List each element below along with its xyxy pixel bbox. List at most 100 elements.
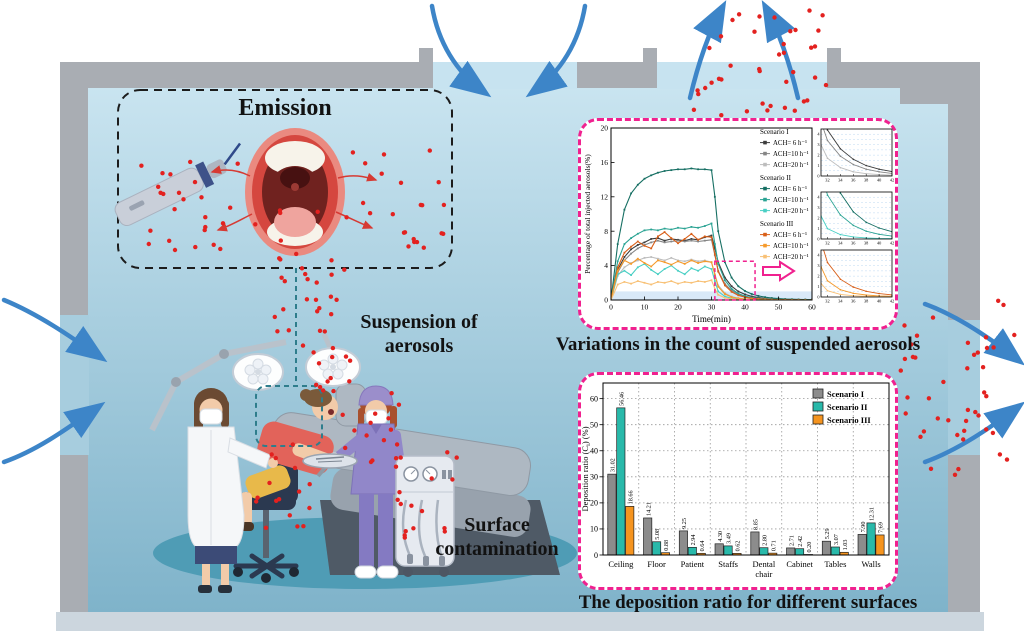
- svg-text:0.71: 0.71: [770, 540, 777, 551]
- line-chart-panel: 0 10 20 30 40 50 60 0 4 8 12 16 20 Time(min) Percentag…: [578, 118, 898, 330]
- svg-text:Scenario I: Scenario I: [760, 128, 789, 136]
- svg-text:8: 8: [604, 227, 608, 236]
- svg-text:12: 12: [601, 192, 609, 201]
- svg-text:3.49: 3.49: [726, 533, 733, 544]
- outlet-arrow-right-2: [922, 401, 1024, 465]
- svg-text:20: 20: [601, 124, 609, 133]
- svg-text:1: 1: [817, 284, 819, 289]
- svg-text:4: 4: [817, 132, 820, 137]
- svg-text:Cabinet: Cabinet: [786, 559, 813, 569]
- svg-text:0: 0: [817, 174, 819, 179]
- svg-text:2.94: 2.94: [690, 535, 697, 546]
- suspension-label: Suspension of aerosols: [343, 311, 495, 358]
- svg-text:Ceiling: Ceiling: [608, 559, 634, 569]
- svg-text:Percentage of total injected a: Percentage of total injected aerosols(%): [583, 154, 592, 274]
- outlet-arrow-top-2: [761, 0, 801, 101]
- surgical-cap: [358, 385, 394, 406]
- svg-text:9.25: 9.25: [681, 518, 688, 529]
- svg-text:Staffs: Staffs: [718, 559, 738, 569]
- svg-text:38: 38: [864, 298, 868, 303]
- dentist-figure: [187, 388, 278, 593]
- svg-text:32: 32: [825, 298, 829, 303]
- bar-chart-panel: 31.02 56.46 18.66 Ceiling 14.21 5.08 0.88 Floor…: [578, 372, 898, 590]
- svg-text:3.07: 3.07: [833, 534, 840, 545]
- svg-text:50: 50: [590, 420, 598, 429]
- svg-text:Time(min): Time(min): [692, 314, 731, 324]
- svg-text:Dental: Dental: [753, 559, 776, 569]
- svg-text:30: 30: [590, 473, 598, 482]
- room-walls: [56, 48, 984, 631]
- svg-text:38: 38: [864, 240, 868, 245]
- svg-text:Scenario II: Scenario II: [760, 174, 792, 182]
- airflow-arrows: [1, 0, 1024, 465]
- outlet-arrow-right-1: [922, 301, 1024, 366]
- svg-text:60: 60: [590, 394, 598, 403]
- svg-text:42: 42: [890, 177, 894, 182]
- instrument-tray: [302, 453, 358, 478]
- svg-text:Scenario I: Scenario I: [827, 389, 865, 399]
- svg-text:40: 40: [877, 240, 881, 245]
- svg-text:7.90: 7.90: [860, 522, 867, 533]
- svg-text:20: 20: [590, 499, 598, 508]
- svg-text:2: 2: [817, 216, 819, 221]
- svg-text:Tables: Tables: [824, 559, 846, 569]
- svg-text:40: 40: [877, 177, 881, 182]
- surgical-lamp-icon: [232, 353, 284, 391]
- svg-text:5.29: 5.29: [824, 528, 831, 539]
- deposition-ratio-bar-chart: 31.02 56.46 18.66 Ceiling 14.21 5.080.88 Floor…: [581, 382, 890, 579]
- svg-text:ACH=10 h⁻¹: ACH=10 h⁻¹: [773, 151, 809, 158]
- svg-text:34: 34: [838, 177, 843, 182]
- svg-text:2.71: 2.71: [788, 535, 795, 546]
- svg-text:ACH=10 h⁻¹: ACH=10 h⁻¹: [773, 243, 809, 250]
- svg-text:36: 36: [851, 298, 856, 303]
- svg-text:4.30: 4.30: [717, 531, 724, 542]
- outlet-arrow-top-1: [687, 0, 727, 101]
- svg-text:30: 30: [708, 303, 716, 312]
- svg-text:16: 16: [601, 158, 609, 167]
- svg-text:40: 40: [590, 447, 598, 456]
- surface-label-line2: contamination: [435, 537, 559, 560]
- equipment-cart: [395, 455, 455, 577]
- svg-text:1.03: 1.03: [842, 539, 849, 550]
- svg-text:ACH= 6 h⁻¹: ACH= 6 h⁻¹: [773, 186, 807, 193]
- svg-text:1: 1: [817, 226, 819, 231]
- svg-text:8.85: 8.85: [753, 519, 760, 530]
- svg-text:2: 2: [817, 153, 819, 158]
- svg-text:0: 0: [817, 295, 819, 300]
- aerosol-particles: [139, 8, 1017, 540]
- svg-text:Scenario III: Scenario III: [827, 415, 871, 425]
- svg-text:0.88: 0.88: [663, 540, 670, 551]
- svg-text:3: 3: [817, 205, 819, 210]
- svg-text:40: 40: [741, 303, 749, 312]
- svg-text:56.46: 56.46: [618, 392, 625, 406]
- svg-text:2: 2: [817, 274, 819, 279]
- suspension-label-line2: aerosols: [384, 334, 454, 357]
- svg-text:18.66: 18.66: [627, 490, 634, 504]
- svg-text:0: 0: [609, 303, 613, 312]
- bar-chart-caption: The deposition ratio for different surfa…: [578, 592, 918, 613]
- svg-text:Patient: Patient: [681, 559, 705, 569]
- suspended-aerosols-line-chart: 0 10 20 30 40 50 60048121620Time(min)Percentag…: [583, 124, 894, 324]
- svg-text:32: 32: [825, 240, 829, 245]
- face-mask: [199, 408, 223, 425]
- svg-text:3: 3: [817, 142, 819, 147]
- inlet-arrow-left-1: [1, 297, 108, 363]
- surface-label-line1: Surface: [464, 514, 530, 536]
- svg-text:2.80: 2.80: [761, 535, 768, 546]
- svg-text:12.31: 12.31: [869, 507, 876, 521]
- svg-text:20: 20: [674, 303, 682, 312]
- assistant-figure: [328, 385, 406, 579]
- svg-text:0: 0: [594, 551, 598, 560]
- svg-text:0: 0: [604, 296, 608, 305]
- svg-text:ACH= 6 h⁻¹: ACH= 6 h⁻¹: [773, 140, 807, 147]
- svg-text:Scenario III: Scenario III: [760, 220, 794, 228]
- svg-text:10: 10: [590, 525, 598, 534]
- svg-text:4: 4: [817, 195, 820, 200]
- svg-text:50: 50: [775, 303, 783, 312]
- surface-contamination-label: Surface contamination: [423, 514, 571, 561]
- svg-text:0: 0: [817, 237, 819, 242]
- svg-text:0.62: 0.62: [735, 541, 742, 552]
- svg-text:2.42: 2.42: [797, 536, 804, 547]
- emission-box: [114, 89, 453, 269]
